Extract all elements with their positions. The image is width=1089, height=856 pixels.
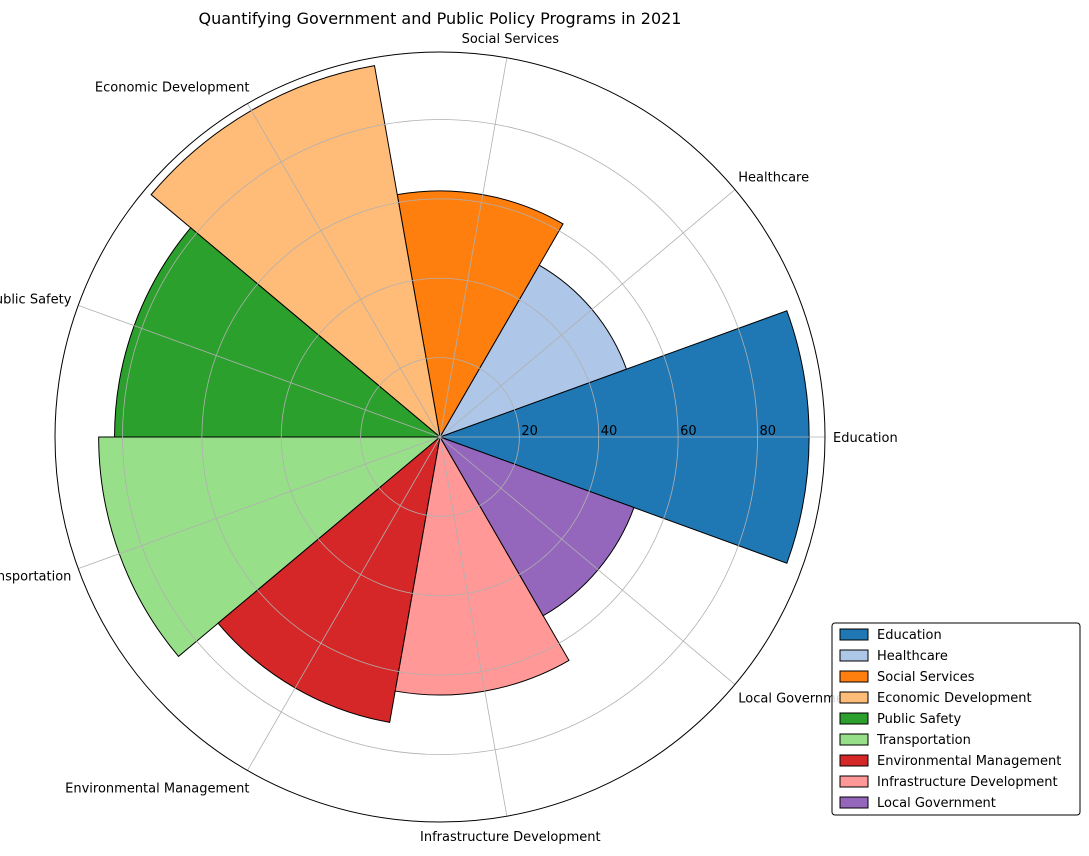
angular-gridline — [439, 189, 736, 438]
category-label: Social Services — [462, 32, 560, 47]
legend: Education Healthcare Social Services Econom… — [831, 622, 1081, 816]
legend-label: Economic Development — [877, 691, 1032, 706]
category-label: Infrastructure Development — [420, 830, 601, 845]
angular-gridline — [78, 436, 441, 570]
legend-swatch — [839, 775, 869, 788]
legend-box — [831, 622, 1081, 816]
legend-swatch — [839, 796, 869, 809]
category-label: Environmental Management — [65, 782, 249, 797]
category-label: Healthcare — [738, 171, 809, 186]
legend-label: Social Services — [877, 670, 975, 685]
legend-swatch — [839, 649, 869, 662]
radial-tick-label: 40 — [601, 424, 618, 439]
category-label: Local Government — [738, 691, 857, 706]
legend-swatch — [839, 754, 869, 767]
legend-swatch — [839, 733, 869, 746]
polar-frame — [54, 51, 826, 823]
radial-tick-label: 20 — [521, 424, 538, 439]
legend-label: Transportation — [876, 733, 971, 748]
legend-label: Healthcare — [877, 649, 948, 664]
legend-label: Infrastructure Development — [877, 775, 1058, 790]
angular-gridline — [247, 103, 441, 438]
angular-gridline — [78, 304, 441, 438]
angular-gridline — [247, 436, 441, 771]
category-label: Education — [833, 431, 898, 446]
legend-label: Local Government — [877, 796, 996, 811]
legend-swatch — [839, 670, 869, 683]
category-label: Economic Development — [95, 80, 250, 95]
bars-group — [98, 65, 810, 723]
angular-gridline — [439, 436, 736, 685]
angular-gridline — [439, 57, 508, 438]
legend-swatch — [839, 628, 869, 641]
legend-label: Education — [877, 628, 942, 643]
grid-group — [78, 57, 825, 817]
legend-label: Public Safety — [877, 712, 961, 727]
legend-swatch — [839, 691, 869, 704]
legend-label: Environmental Management — [877, 754, 1061, 769]
category-label: Public Safety — [0, 292, 72, 307]
category-label: Transportation — [0, 570, 71, 585]
angular-gridline — [439, 436, 508, 817]
chart-title: Quantifying Government and Public Policy… — [199, 9, 682, 28]
radial-tick-label: 80 — [760, 424, 777, 439]
radial-tick-label: 60 — [680, 424, 697, 439]
legend-swatch — [839, 712, 869, 725]
